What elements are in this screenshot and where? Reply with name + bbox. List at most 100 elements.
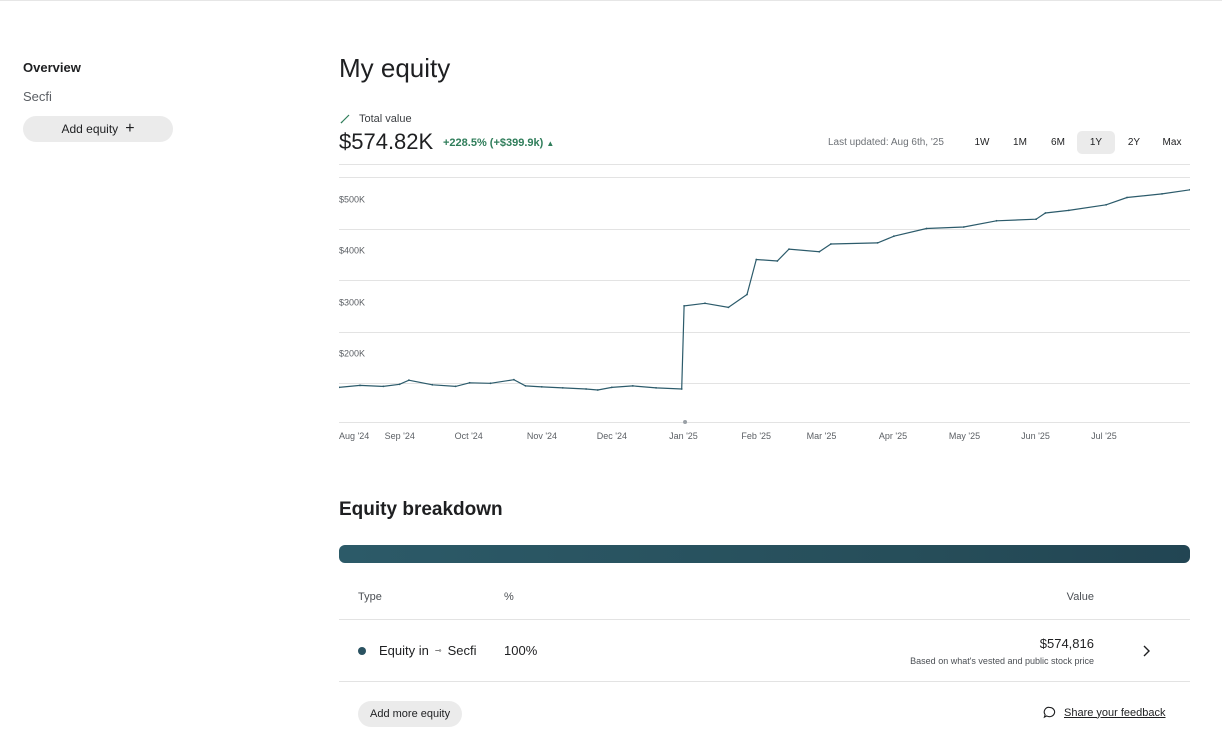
data-point	[925, 227, 928, 230]
data-point	[1105, 203, 1107, 206]
share-feedback-link[interactable]: Share your feedback	[1043, 706, 1166, 719]
total-value-amount: $574.82K	[339, 129, 434, 154]
total-value-header: Total value	[339, 113, 412, 125]
change-text: +228.5% (+$399.9k)	[443, 137, 544, 149]
data-point	[995, 219, 998, 222]
data-point	[1067, 209, 1070, 212]
speech-bubble-icon	[1043, 706, 1056, 719]
data-point	[655, 387, 657, 389]
data-point	[585, 388, 587, 390]
data-point	[818, 250, 821, 253]
data-point	[561, 387, 564, 389]
data-point	[431, 383, 434, 386]
page-title: My equity	[339, 53, 451, 83]
y-tick-label: $200K	[339, 349, 365, 359]
x-tick-label: Sep '24	[385, 431, 415, 441]
data-point	[468, 381, 471, 384]
data-point	[727, 306, 730, 309]
data-point	[524, 385, 527, 387]
data-point	[755, 258, 758, 261]
x-tick-label: May '25	[949, 431, 980, 441]
range-button-max[interactable]: Max	[1162, 137, 1182, 148]
data-point	[454, 385, 457, 388]
row-pct: 100%	[504, 643, 538, 658]
column-header-value: Value	[1066, 591, 1094, 603]
triangle-up-icon: ▲	[546, 139, 555, 148]
data-point	[398, 383, 401, 386]
main-content: My equity Total value $574.82K +228.5% (…	[338, 0, 1191, 743]
data-point	[1161, 193, 1163, 195]
row-company: Secfi	[447, 643, 477, 658]
x-tick-label: Aug '24	[339, 431, 369, 441]
row-type-cell: Equity in ⊸ Secfi	[379, 643, 476, 658]
data-point	[1126, 196, 1128, 199]
breakdown-bar	[339, 545, 1190, 563]
data-point	[338, 386, 340, 389]
row-value-note: Based on what's vested and public stock …	[910, 656, 1094, 666]
table-divider	[339, 619, 1190, 620]
range-button-1m[interactable]: 1M	[1013, 137, 1027, 148]
data-point	[489, 382, 492, 385]
plus-icon: +	[125, 120, 135, 137]
x-tick-label: Mar '25	[807, 431, 837, 441]
x-tick-label: Jan '25	[669, 431, 698, 441]
add-more-equity-button[interactable]: Add more equity	[358, 701, 463, 727]
range-button-2y[interactable]: 2Y	[1127, 137, 1141, 148]
data-point	[962, 226, 965, 228]
row-value: $574,816	[1039, 636, 1094, 651]
series-line	[338, 189, 1191, 391]
data-point	[704, 302, 706, 305]
table-divider	[339, 681, 1190, 682]
data-point	[788, 248, 790, 250]
y-tick-label: $400K	[339, 246, 365, 256]
data-point	[893, 235, 895, 238]
data-point	[830, 243, 832, 245]
sidebar-item-secfi[interactable]: Secfi	[23, 89, 52, 104]
x-tick-label: Jul '25	[1091, 431, 1117, 441]
x-tick-label: Oct '24	[455, 431, 483, 441]
data-point	[408, 379, 410, 382]
x-axis-marker-dot	[683, 420, 688, 424]
column-header-type: Type	[358, 591, 382, 603]
change-indicator: +228.5% (+$399.9k) ▲	[443, 137, 554, 149]
data-point	[1044, 212, 1047, 214]
company-logo-icon: ⊸	[434, 646, 442, 655]
data-point	[610, 386, 613, 389]
range-button-1y[interactable]: 1Y	[1077, 131, 1115, 154]
data-point	[382, 385, 385, 388]
data-point	[540, 386, 543, 388]
range-button-1w[interactable]: 1W	[974, 137, 990, 148]
chevron-right-icon[interactable]	[1141, 644, 1151, 658]
data-point	[876, 242, 879, 244]
range-selector: 1W 1M 6M 1Y 2Y Max	[969, 131, 1191, 154]
row-type-prefix: Equity in	[379, 643, 429, 658]
sidebar-item-overview[interactable]: Overview	[23, 60, 81, 75]
y-tick-label: $300K	[339, 298, 365, 308]
x-tick-label: Apr '25	[879, 431, 907, 441]
data-point	[631, 385, 634, 387]
x-tick-label: Nov '24	[527, 431, 557, 441]
x-tick-label: Feb '25	[741, 431, 771, 441]
equity-type-dot	[358, 647, 366, 655]
y-tick-label: $500K	[339, 195, 365, 205]
data-point	[776, 260, 779, 262]
column-header-pct: %	[504, 591, 514, 603]
data-point	[683, 305, 685, 307]
data-point	[513, 378, 515, 381]
x-tick-label: Jun '25	[1021, 431, 1050, 441]
total-value-label: Total value	[359, 113, 412, 125]
x-tick-label: Dec '24	[597, 431, 627, 441]
last-updated-text: Last updated: Aug 6th, '25	[828, 137, 944, 148]
data-point	[359, 384, 361, 387]
data-point	[1035, 218, 1037, 221]
equity-breakdown-title: Equity breakdown	[339, 499, 503, 520]
add-equity-label: Add equity	[61, 122, 119, 136]
data-point	[596, 389, 599, 391]
range-button-6m[interactable]: 6M	[1051, 137, 1065, 148]
data-point	[680, 388, 683, 390]
pencil-icon[interactable]	[339, 113, 351, 125]
add-equity-button[interactable]: Add equity +	[23, 116, 173, 142]
share-feedback-label: Share your feedback	[1064, 706, 1166, 719]
